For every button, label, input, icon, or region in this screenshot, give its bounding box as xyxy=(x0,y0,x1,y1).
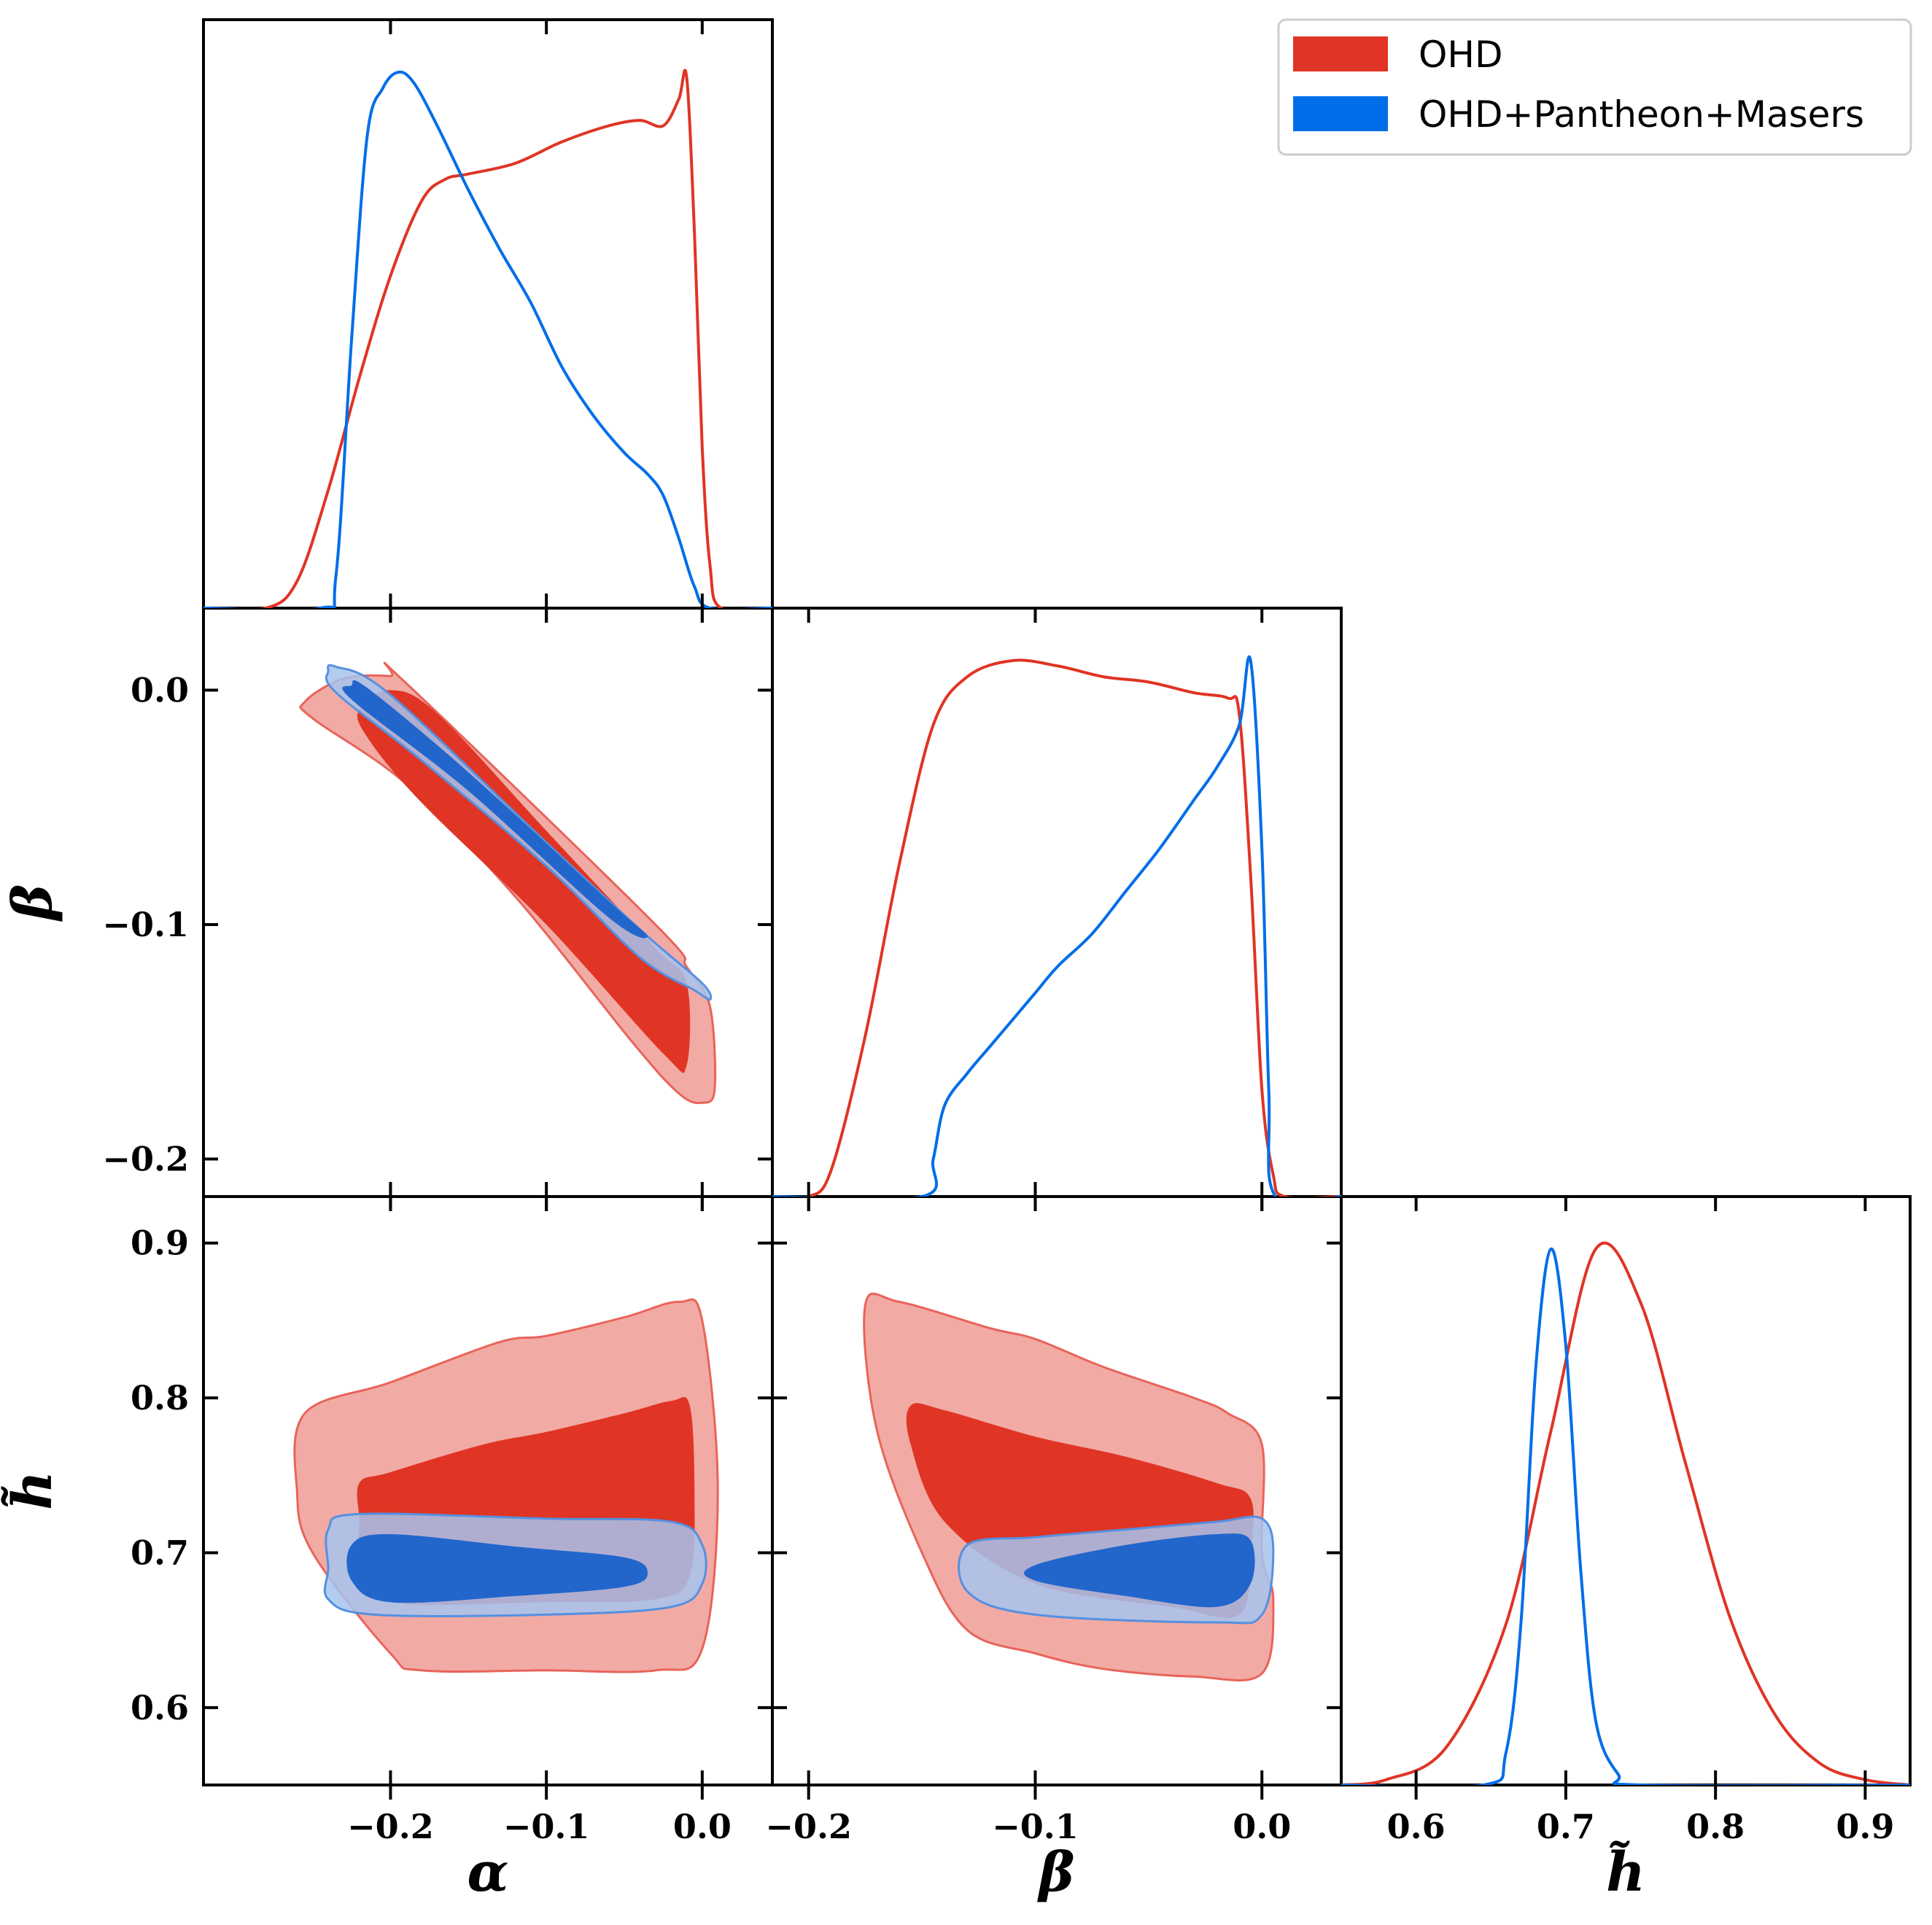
xtick-label-h_tilde: 0.9 xyxy=(1836,1807,1894,1846)
xtick-label-beta: −0.1 xyxy=(992,1807,1079,1846)
contour-h-vs-beta-combined-68 xyxy=(1023,1533,1255,1608)
legend-label-combined: OHD+Pantheon+Masers xyxy=(1419,93,1864,136)
legend: OHD OHD+Pantheon+Masers xyxy=(1277,18,1912,156)
contour-beta-vs-alpha-ohd-68 xyxy=(357,690,691,1073)
contours-beta_vs_alpha xyxy=(299,661,717,1105)
marginal-beta xyxy=(772,655,1341,1197)
marginal-beta-combined-line xyxy=(772,655,1341,1197)
legend-box xyxy=(1277,18,1912,156)
ytick-label-h_tilde: 0.8 xyxy=(131,1378,189,1418)
ytick-label-beta: −0.1 xyxy=(102,905,189,944)
marginal-alpha xyxy=(203,69,772,608)
ytick-label-beta: 0.0 xyxy=(131,671,189,710)
legend-swatch-combined xyxy=(1293,96,1388,131)
marginal-h-tilde-combined-line xyxy=(1341,1247,1910,1785)
panel-beta-vs-alpha xyxy=(202,607,774,1198)
ytick-label-beta: −0.2 xyxy=(102,1140,189,1179)
xlabel-beta: β xyxy=(1036,1841,1074,1904)
panel-h-marginal xyxy=(1340,1195,1912,1786)
xtick-label-alpha: −0.1 xyxy=(503,1807,590,1846)
xtick-label-alpha: −0.2 xyxy=(347,1807,434,1846)
contours-h_vs_beta xyxy=(863,1292,1275,1681)
ylabel-beta: β xyxy=(1,884,64,922)
ytick-label-h_tilde: 0.6 xyxy=(131,1688,189,1727)
xtick-label-h_tilde: 0.8 xyxy=(1686,1807,1745,1846)
xlabel-h-tilde: h̃ xyxy=(1606,1840,1645,1904)
marginal-h-tilde xyxy=(1341,1241,1910,1785)
ytick-label-h_tilde: 0.9 xyxy=(131,1224,189,1263)
contour-h-vs-alpha-combined-68 xyxy=(346,1533,648,1603)
panel-beta-marginal xyxy=(771,607,1343,1198)
xlabel-alpha: α xyxy=(468,1841,509,1904)
legend-swatch-ohd xyxy=(1293,36,1388,71)
xtick-label-h_tilde: 0.6 xyxy=(1387,1807,1446,1846)
marginal-alpha-ohd-line xyxy=(203,69,772,608)
contour-beta-vs-alpha-combined-68 xyxy=(342,680,648,938)
contours-h_vs_alpha xyxy=(293,1298,719,1673)
xtick-label-beta: 0.0 xyxy=(1233,1807,1291,1846)
ylabel-h-tilde: h̃ xyxy=(1,1471,64,1510)
marginal-h-tilde-ohd-line xyxy=(1341,1241,1910,1785)
panel-alpha-marginal xyxy=(202,18,774,610)
marginal-alpha-combined-line xyxy=(203,70,772,608)
ytick-label-h_tilde: 0.7 xyxy=(131,1533,189,1572)
xtick-label-beta: −0.2 xyxy=(765,1807,852,1846)
marginal-beta-ohd-line xyxy=(772,658,1341,1197)
xtick-label-alpha: 0.0 xyxy=(673,1807,732,1846)
legend-label-ohd: OHD xyxy=(1419,34,1502,76)
xtick-label-h_tilde: 0.7 xyxy=(1537,1807,1595,1846)
